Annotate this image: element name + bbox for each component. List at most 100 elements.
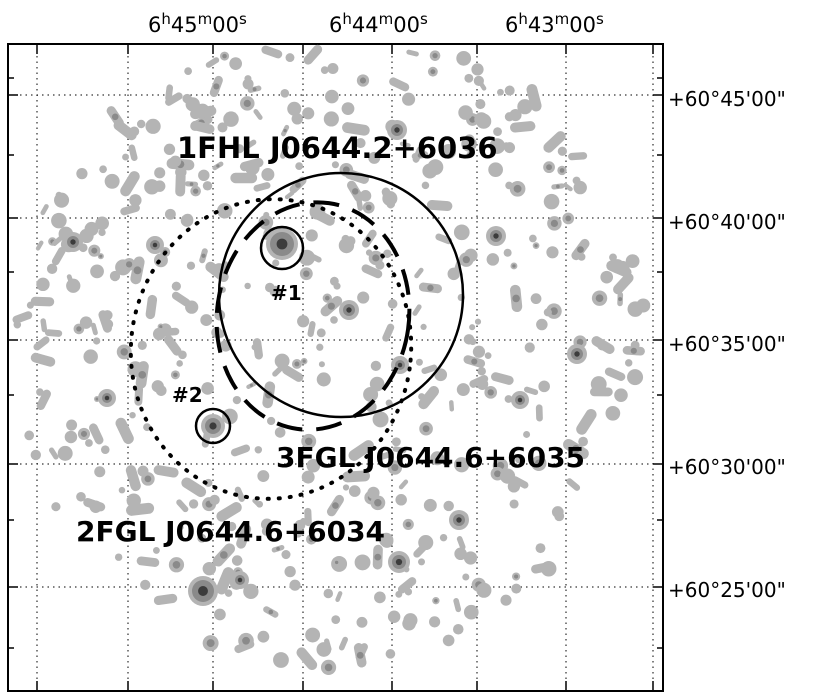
emission-blob: [152, 546, 160, 554]
dec-tick-label: +60°25'00": [668, 578, 786, 602]
emission-blob: [415, 358, 423, 366]
emission-blob: [244, 282, 251, 290]
emission-blob: [488, 162, 503, 178]
emission-blob: [418, 534, 434, 551]
emission-blob: [165, 84, 174, 102]
emission-blob: [129, 126, 140, 137]
emission-blob: [217, 203, 233, 219]
emission-blob: [378, 450, 395, 460]
emission-blob: [453, 597, 462, 613]
emission-blob: [94, 466, 106, 478]
emission-blob: [367, 486, 380, 500]
emission-blob: [151, 380, 164, 393]
emission-blob: [535, 543, 546, 554]
emission-core: [512, 264, 516, 268]
emission-blob: [304, 507, 312, 527]
fgl3-source-label: 3FGL J0644.6+6035: [276, 441, 585, 474]
emission-core: [334, 560, 339, 565]
emission-blob: [90, 264, 104, 279]
emission-blob: [291, 113, 303, 125]
emission-blob: [399, 141, 411, 148]
emission-blob: [566, 478, 581, 491]
emission-core: [512, 294, 520, 303]
emission-blob: [305, 627, 321, 643]
emission-blob: [153, 180, 166, 192]
emission-blob: [342, 122, 370, 136]
emission-blob: [439, 533, 448, 542]
emission-blob: [84, 221, 99, 236]
emission-blob: [253, 182, 271, 192]
emission-blob: [120, 171, 140, 197]
emission-blob: [469, 324, 476, 331]
emission-core: [359, 77, 367, 84]
emission-blob: [153, 253, 168, 268]
emission-core: [262, 218, 270, 226]
emission-blob: [30, 352, 56, 367]
emission-blob: [442, 634, 455, 647]
emission-blob: [102, 310, 113, 321]
emission-blob: [510, 121, 536, 133]
emission-core: [630, 347, 637, 354]
emission-blob: [610, 259, 625, 274]
emission-blob: [383, 249, 392, 258]
emission-blob: [316, 328, 326, 338]
emission-blob: [197, 533, 207, 543]
emission-blob: [389, 77, 410, 92]
emission-blob: [40, 204, 49, 216]
emission-blob: [590, 376, 607, 393]
emission-blob: [128, 144, 138, 162]
emission-blob: [421, 364, 438, 375]
emission-blob: [395, 494, 407, 506]
emission-blob: [180, 214, 194, 227]
emission-blob: [600, 270, 614, 284]
emission-blob: [109, 270, 121, 282]
emission-blob: [297, 315, 310, 328]
emission-core: [305, 437, 313, 446]
emission-blob: [491, 372, 514, 385]
emission-blob: [504, 395, 513, 403]
emission-core: [242, 636, 250, 645]
emission-blob: [153, 465, 179, 478]
emission-blob: [164, 208, 176, 220]
dec-axis-labels: +60°45'00" +60°40'00" +60°35'00" +60°30'…: [668, 87, 786, 602]
emission-blob: [190, 105, 217, 120]
emission-blob: [55, 191, 63, 199]
emission-blob: [449, 400, 455, 412]
emission-blob: [222, 408, 238, 425]
emission-blob: [392, 446, 407, 454]
emission-blob: [472, 345, 486, 358]
emission-blob: [530, 293, 542, 305]
emission-blob: [261, 45, 283, 59]
emission-blob: [323, 588, 334, 599]
emission-blob: [329, 276, 339, 286]
emission-blob: [423, 498, 437, 512]
emission-blob: [538, 380, 550, 393]
emission-blob: [531, 561, 554, 574]
emission-blob: [454, 547, 467, 561]
emission-blob: [261, 168, 275, 182]
emission-knot-peak: [70, 239, 76, 245]
emission-blob: [234, 144, 245, 154]
emission-blob: [129, 498, 137, 507]
emission-blob: [140, 579, 151, 591]
map-frame: [7, 43, 664, 692]
emission-blob: [509, 499, 519, 509]
emission-blob: [497, 88, 504, 96]
emission-blob: [426, 199, 453, 212]
emission-blob: [169, 595, 176, 602]
emission-blob: [274, 427, 286, 438]
emission-knot-peak: [346, 307, 352, 313]
ra-axis-labels: 6h45m00s 6h44m00s 6h43m00s: [148, 10, 604, 37]
emission-blob: [504, 142, 516, 154]
emission-knot-peak: [517, 397, 523, 403]
emission-blob: [104, 173, 120, 189]
emission-blob: [36, 389, 51, 411]
emission-blob: [374, 591, 386, 604]
emission-blob: [536, 318, 548, 331]
emission-blob: [484, 352, 492, 360]
emission-core: [422, 425, 430, 433]
candidate-2-label: #2: [172, 383, 203, 407]
dec-tick-label: +60°40'00": [668, 210, 786, 234]
emission-blob: [523, 386, 539, 396]
